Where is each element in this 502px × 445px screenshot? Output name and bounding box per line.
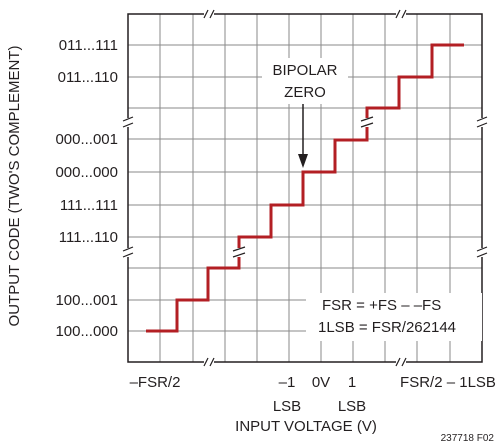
x-label-minus-one: –1 (279, 374, 296, 391)
y-code-label: 011...110 (58, 69, 118, 86)
x-label-fsr-half-minus-lsb: FSR/2 – 1LSB (400, 374, 496, 391)
x-label-zero: 0V (312, 374, 330, 391)
y-code-label: 100...000 (55, 323, 118, 340)
formula-background (306, 293, 482, 341)
annotation-arrow-head (298, 154, 308, 168)
plot-frame (127, 13, 483, 363)
transfer-staircase (146, 43, 464, 333)
y-code-label: 011...111 (59, 37, 118, 54)
y-code-label: 000...000 (55, 164, 118, 181)
x-label-minus-one-unit: LSB (273, 398, 301, 415)
annotation-line1: BIPOLAR (272, 62, 337, 79)
staircase-break-marks (232, 116, 374, 258)
formula-line2: 1LSB = FSR/262144 (318, 319, 456, 336)
y-code-labels: 011...111 011...110 000...001 000...000 … (55, 37, 118, 340)
y-code-label: 111...111 (60, 197, 118, 214)
annotation-background (262, 58, 348, 104)
x-label-plus-one-unit: LSB (338, 398, 366, 415)
y-axis-label: OUTPUT CODE (TWO'S COMPLEMENT) (6, 46, 23, 327)
x-label-plus-one: 1 (348, 374, 356, 391)
y-code-label: 111...110 (59, 229, 118, 246)
x-axis-label: INPUT VOLTAGE (V) (235, 418, 377, 435)
x-label-neg-fsr-half: –FSR/2 (130, 374, 181, 391)
x-labels: –FSR/2 –1 LSB 0V 1 LSB FSR/2 – 1LSB (130, 374, 496, 415)
annotation-line2: ZERO (284, 84, 326, 101)
y-code-label: 000...001 (55, 131, 118, 148)
y-code-label: 100...001 (55, 292, 118, 309)
figure-id: 237718 F02 (441, 433, 495, 444)
axis-break-marks (122, 9, 488, 367)
formula-line1: FSR = +FS – –FS (322, 297, 441, 314)
